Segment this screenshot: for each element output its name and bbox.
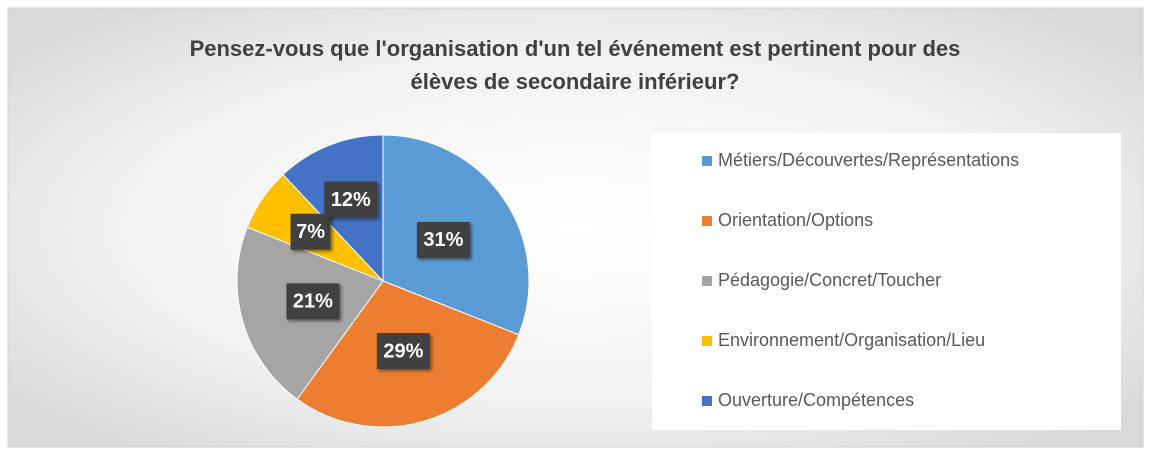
legend-label: Métiers/Découvertes/Représentations [718,150,1019,170]
legend-swatch [702,216,712,226]
legend-label: Orientation/Options [718,210,873,230]
legend-label: Pédagogie/Concret/Toucher [718,270,941,290]
data-label-box [324,181,378,218]
legend-label: Ouverture/Compétences [718,390,914,410]
title-box: Pensez-vous que l'organisation d'un tel … [189,36,961,94]
legend-box [652,133,1121,430]
data-label-box [286,283,340,320]
data-label: 7% [296,221,325,243]
data-label-box [376,333,430,370]
chart-title: Pensez-vous que l'organisation d'un tel … [189,36,961,94]
legend-swatch [702,276,712,286]
legend-swatch [702,156,712,166]
data-label: 31% [423,229,463,251]
data-label: 12% [331,189,371,211]
legend-swatch [702,396,712,406]
legend-swatch [702,336,712,346]
data-label: 29% [383,340,423,362]
data-label-box [416,221,470,258]
legend-label: Environnement/Organisation/Lieu [718,330,985,350]
data-label-box [290,213,331,250]
data-label: 21% [293,291,333,313]
